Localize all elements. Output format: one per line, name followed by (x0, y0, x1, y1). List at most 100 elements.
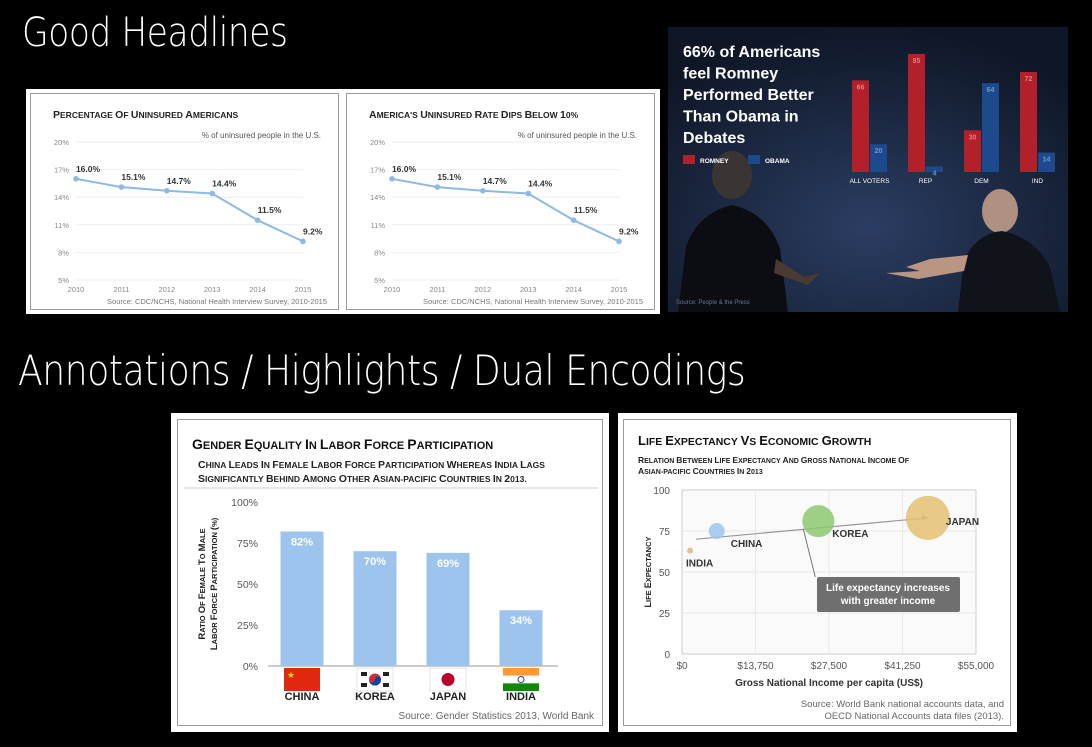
bar-value-label: 70% (364, 556, 386, 568)
y-tick-label: 0 (664, 650, 670, 661)
chart-subtitle-line: RELATION BETWEEN LIFE EXPECTANCY AND GRO… (638, 455, 910, 465)
chart-source: Source: Gender Statistics 2013, World Ba… (399, 711, 595, 722)
chart-subtitle-line: CHINA LEADS IN FEMALE LABOR FORCE PARTIC… (198, 459, 545, 471)
data-label: 16.0% (392, 164, 417, 174)
bubble (802, 505, 835, 538)
data-label: 14.7% (167, 176, 192, 186)
bar-value-label: 69% (437, 558, 459, 570)
x-tick-label: 2014 (249, 285, 266, 294)
india-flag-white-band-icon (503, 675, 539, 684)
data-point (434, 184, 441, 190)
bar-obama (982, 83, 999, 172)
headline-line: 66% of Americans (683, 44, 820, 61)
india-flag-chakra-icon (517, 676, 525, 683)
bar-value-label: 30 (969, 134, 977, 141)
data-point (570, 217, 577, 223)
bar-obama (1038, 152, 1055, 172)
korea-flag-trigram-icon (361, 672, 367, 676)
chart-source: Source: CDC/NCHS, National Health Interv… (107, 297, 327, 306)
data-label: 15.1% (121, 172, 146, 182)
point-label: CHINA (731, 539, 763, 550)
y-axis-label-line: LABOR FORCE PARTICIPATION (%) (209, 517, 220, 650)
india-flag-icon (503, 668, 539, 676)
debate-chart: 66% of Americans feel Romney Performed Bet… (668, 27, 1068, 312)
x-tick-label: $13,750 (737, 661, 774, 672)
category-label: IND (1032, 178, 1044, 185)
y-tick-label: 14% (54, 193, 69, 202)
data-label: 15.1% (437, 172, 462, 182)
x-tick-label: 2013 (520, 285, 537, 294)
korea-flag-trigram-icon (361, 683, 367, 687)
y-tick-label: 5% (58, 276, 69, 285)
bar-value-label: 20 (875, 148, 883, 155)
x-tick-label: $27,500 (811, 661, 848, 672)
point-label: KOREA (832, 529, 868, 540)
line-chart-2: AMERICA'S UNINSURED RATE DIPS BELOW 10%%… (369, 109, 643, 306)
life-expectancy-scatter: LIFE EXPECTANCY VS ECONOMIC GROWTH RELATI… (638, 433, 1004, 722)
bar-value-label: 34% (510, 615, 532, 627)
x-tick-label: 2010 (384, 285, 401, 294)
point-label: JAPAN (946, 517, 979, 528)
life-expectancy-chart-frame: LIFE EXPECTANCY VS ECONOMIC GROWTH RELATI… (623, 419, 1011, 726)
bar (499, 610, 543, 666)
china-flag-star-icon: ★ (287, 670, 295, 680)
bubble (708, 523, 725, 539)
bar-romney (964, 130, 981, 172)
y-tick-label: 0% (243, 661, 258, 673)
y-tick-label: 17% (370, 166, 385, 175)
data-label: 14.4% (528, 179, 553, 189)
bubble (905, 495, 950, 540)
legend-swatch (683, 155, 695, 164)
annotation-text: with greater income (840, 596, 936, 607)
bar-value-label: 4 (933, 170, 937, 177)
category-label: CHINA (285, 691, 320, 703)
point-label: INDIA (686, 559, 713, 570)
debate-chart-panel: 66% of Americans feel Romney Performed Bet… (668, 27, 1068, 312)
legend-swatch (748, 155, 760, 164)
x-axis-label: Gross National Income per capita (US$) (735, 678, 923, 689)
y-tick-label: 8% (58, 248, 69, 257)
india-flag-green-band-icon (503, 683, 539, 691)
annotation-box (817, 577, 960, 612)
data-label: 11.5% (574, 205, 598, 215)
x-tick-label: 2015 (295, 285, 312, 294)
x-tick-label: $0 (676, 661, 688, 672)
chart-subtitle-line: ASIAN-PACIFIC COUNTRIES IN 2013 (638, 466, 763, 476)
y-tick-label: 75% (237, 538, 258, 550)
data-label: 16.0% (76, 164, 101, 174)
data-label: 14.7% (483, 176, 508, 186)
y-axis-label: LIFE EXPECTANCY (643, 537, 653, 608)
data-label: 11.5% (258, 205, 282, 215)
data-point (525, 190, 531, 197)
y-tick-label: 11% (55, 221, 70, 230)
y-tick-label: 20% (370, 138, 385, 147)
section-heading-good-headlines: Good Headlines (22, 10, 288, 56)
data-point (209, 190, 215, 197)
chart-title: AMERICA'S UNINSURED RATE DIPS BELOW 10% (369, 109, 579, 121)
data-point (389, 176, 395, 182)
annotation-leader-line (802, 529, 816, 578)
data-point (164, 187, 170, 194)
headline-line: feel Romney (683, 66, 778, 83)
x-tick-label: 2011 (113, 285, 129, 294)
y-tick-label: 11% (371, 221, 386, 230)
uninsured-panel: PERCENTAGE OF UNINSURED AMERICANS % of un… (26, 89, 660, 314)
bar-value-label: 66 (857, 84, 865, 91)
bar-obama (870, 144, 887, 172)
bar (280, 531, 324, 666)
chart-subtitle: % of uninsured people in the U.S. (202, 131, 321, 140)
y-tick-label: 8% (374, 248, 385, 257)
left-speaker-silhouette (678, 151, 820, 312)
chart-source-line: OECD National Accounts data files (2013)… (824, 711, 1004, 722)
data-label: 9.2% (303, 226, 323, 236)
legend-label: OBAMA (765, 158, 790, 165)
korea-flag-trigram-icon (383, 683, 389, 687)
bar-value-label: 85 (913, 58, 921, 65)
data-point (118, 184, 125, 190)
category-label: DEM (974, 178, 988, 185)
life-expectancy-panel: LIFE EXPECTANCY VS ECONOMIC GROWTH RELATI… (618, 413, 1017, 732)
x-tick-label: 2011 (429, 285, 445, 294)
right-speaker-silhouette (886, 189, 1060, 312)
section-heading-annotations: Annotations / Highlights / Dual Encoding… (18, 346, 746, 395)
bar (426, 552, 470, 666)
